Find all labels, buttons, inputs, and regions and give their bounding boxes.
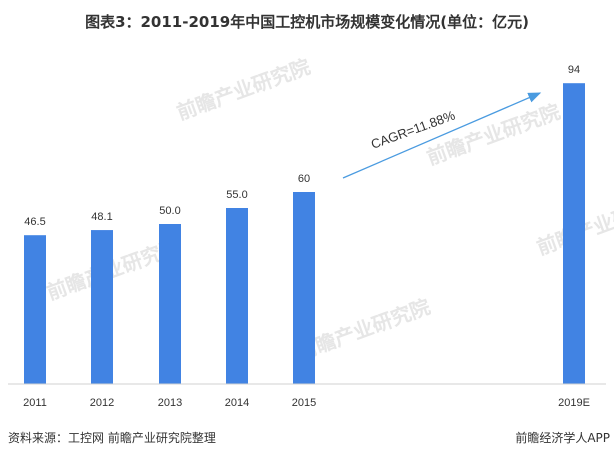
bar-2014 — [226, 208, 248, 384]
watermark-1: 前瞻产业研究院 — [174, 54, 314, 124]
x-tick-labels: 2011 2012 2013 2014 2015 2019E — [23, 397, 590, 409]
bars — [24, 83, 585, 384]
value-labels: 46.5 48.1 50.0 55.0 60 94 — [24, 64, 580, 228]
value-label-2012: 48.1 — [91, 211, 112, 223]
bar-2019e — [563, 83, 585, 384]
value-label-2013: 50.0 — [159, 205, 180, 217]
bar-2013 — [159, 224, 181, 384]
value-label-2015: 60 — [298, 173, 310, 185]
x-tick-2015: 2015 — [292, 397, 316, 409]
value-label-2011: 46.5 — [24, 216, 45, 228]
bar-2011 — [24, 235, 46, 384]
x-tick-2019e: 2019E — [558, 397, 590, 409]
x-tick-2013: 2013 — [158, 397, 182, 409]
x-tick-2014: 2014 — [225, 397, 249, 409]
watermarks: 前瞻产业研究院前瞻产业研究院前瞻产业研究院前瞻产业研究院前瞻产业研究院 — [44, 54, 614, 364]
x-tick-2011: 2011 — [23, 397, 47, 409]
cagr-arrow — [342, 92, 542, 179]
source-note: 资料来源：工控网 前瞻产业研究院整理 — [8, 430, 216, 445]
x-tick-2012: 2012 — [90, 397, 114, 409]
brand-label: 前瞻经济学人APP — [515, 430, 610, 445]
value-label-2014: 55.0 — [226, 189, 247, 201]
chart-title: 图表3：2011-2019年中国工控机市场规模变化情况(单位：亿元) — [85, 13, 529, 31]
bar-2012 — [91, 230, 113, 384]
value-label-2019e: 94 — [568, 64, 580, 76]
bar-2015 — [293, 192, 315, 384]
